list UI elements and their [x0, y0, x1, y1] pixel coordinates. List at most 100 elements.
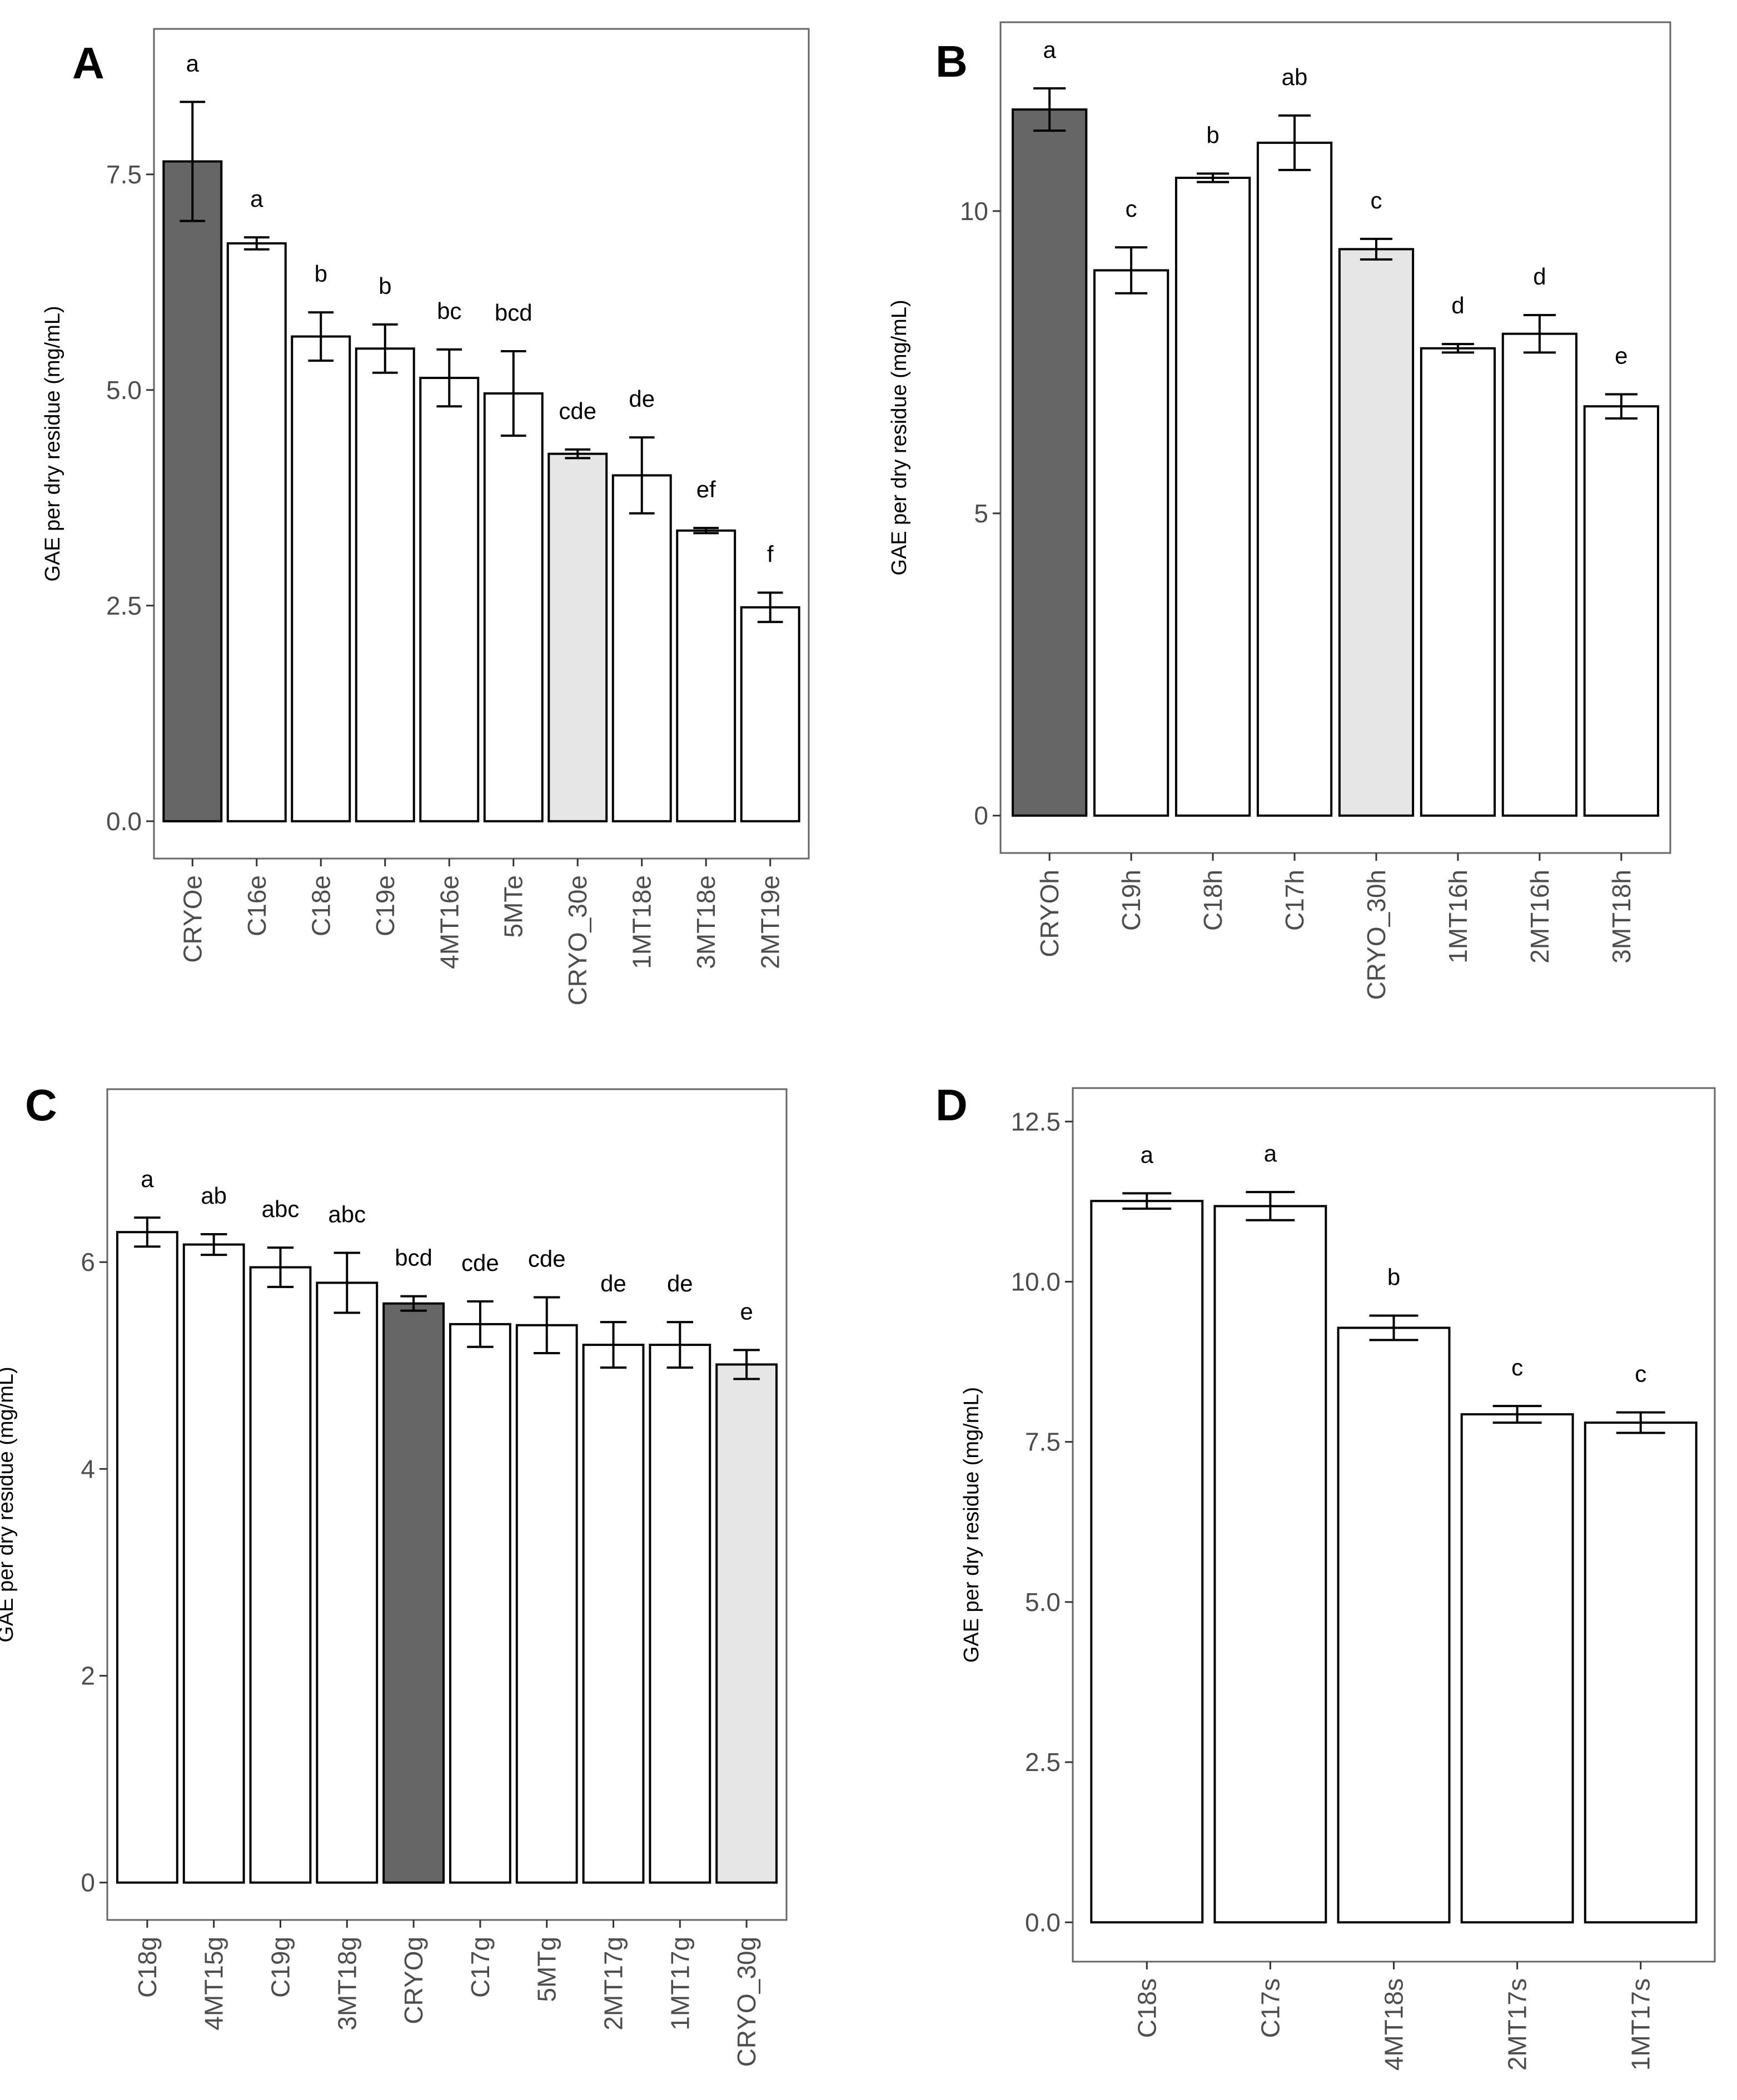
significance-label: d: [1533, 263, 1546, 290]
y-tick-label: 6: [81, 1248, 95, 1276]
x-tick-label: CRYO_30g: [732, 1937, 761, 2067]
significance-label: ef: [696, 476, 716, 502]
x-tick-label: C19h: [1117, 870, 1146, 931]
bar: [740, 606, 800, 822]
significance-label: ab: [201, 1183, 227, 1209]
significance-label: b: [1206, 122, 1219, 148]
y-tick-label: 7.5: [106, 160, 142, 189]
significance-label: a: [250, 186, 263, 212]
y-tick-label: 5.0: [106, 376, 142, 405]
x-tick-label: C18h: [1198, 870, 1227, 931]
significance-label: cde: [559, 398, 596, 424]
x-tick-label: C18e: [306, 875, 335, 936]
bar: [226, 242, 287, 822]
panel-letter: C: [25, 1080, 57, 1130]
x-tick-label: C18g: [133, 1937, 162, 1998]
significance-label: bcd: [495, 300, 532, 326]
panel-letter: B: [935, 37, 968, 86]
significance-label: a: [1043, 37, 1056, 63]
x-tick-label: C17h: [1280, 870, 1309, 931]
chart-b: 0 5 10 GAE per dry residue (mg/mL) a CRYOh c C1…: [888, 21, 1671, 1000]
bar: [1213, 1205, 1327, 1924]
bar: [382, 1302, 445, 1884]
y-tick-label: 2: [81, 1662, 95, 1690]
y-axis-label: GAE per dry residue (mg/mL): [0, 1366, 18, 1642]
y-tick-label: 10: [960, 197, 988, 226]
x-tick-label: 3MT18e: [691, 875, 720, 969]
y-axis-label: GAE per dry residue (mg/mL): [960, 1387, 983, 1663]
y-axis-label: GAE per dry residue (mg/mL): [888, 300, 911, 575]
x-tick-label: 2MT17s: [1503, 1978, 1532, 2071]
significance-label: de: [667, 1270, 693, 1296]
x-tick-label: 3MT18h: [1607, 870, 1636, 964]
significance-label: b: [315, 261, 327, 287]
bar: [355, 347, 415, 822]
bar: [1501, 332, 1578, 817]
significance-label: e: [740, 1298, 753, 1324]
x-tick-label: CRYO_30h: [1362, 870, 1391, 1000]
bar: [316, 1281, 379, 1884]
bar: [162, 160, 223, 822]
bar: [676, 529, 736, 822]
y-axis-label: GAE per dry residue (mg/mL): [41, 306, 64, 581]
x-tick-label: 5MTe: [499, 875, 528, 937]
x-tick-label: C17g: [466, 1937, 495, 1998]
panel-letter: A: [72, 38, 104, 88]
significance-label: ab: [1282, 64, 1308, 90]
x-tick-label: C18s: [1132, 1978, 1161, 2038]
bar: [1584, 1421, 1698, 1924]
bar: [1090, 1200, 1204, 1924]
bar: [1420, 347, 1496, 817]
x-tick-label: 1MT17g: [665, 1937, 694, 2031]
significance-label: a: [1264, 1140, 1277, 1166]
y-tick-label: 0.0: [106, 807, 142, 836]
significance-label: a: [186, 50, 200, 76]
bar: [182, 1243, 245, 1884]
bar: [116, 1231, 178, 1884]
significance-label: c: [1370, 187, 1382, 213]
significance-label: d: [1451, 292, 1464, 318]
significance-label: bc: [437, 298, 461, 324]
significance-label: e: [1615, 342, 1627, 368]
x-tick-label: CRYOg: [399, 1937, 428, 2024]
x-tick-label: 2MT16h: [1525, 870, 1554, 964]
y-tick-label: 5: [974, 499, 988, 528]
bar: [449, 1323, 511, 1884]
plot-frame: [999, 21, 1671, 854]
panel-b: B 0 5 10 GAE per dry residue (mg/mL) a CRYOh c…: [888, 21, 1671, 1000]
plot-frame: [153, 28, 810, 860]
y-tick-label: 12.5: [1011, 1107, 1061, 1136]
significance-label: de: [629, 386, 655, 412]
significance-label: c: [1126, 196, 1137, 222]
significance-label: bcd: [395, 1245, 432, 1271]
bar: [611, 474, 672, 822]
significance-label: b: [379, 273, 391, 299]
bar: [419, 377, 480, 822]
x-tick-label: 1MT17s: [1626, 1978, 1655, 2071]
x-tick-label: C17s: [1256, 1978, 1285, 2038]
significance-label: de: [600, 1270, 626, 1296]
x-tick-label: 5MTg: [532, 1937, 561, 2002]
significance-label: cde: [528, 1245, 566, 1271]
significance-label: cde: [461, 1250, 499, 1276]
y-tick-label: 0.0: [1025, 1908, 1061, 1937]
x-tick-label: 1MT18e: [628, 875, 656, 969]
x-tick-label: CRYOe: [178, 875, 207, 963]
significance-label: a: [141, 1166, 154, 1192]
y-tick-label: 0: [974, 801, 988, 830]
y-tick-label: 0: [81, 1868, 95, 1897]
bar: [483, 392, 544, 822]
y-tick-label: 4: [81, 1454, 95, 1483]
x-tick-label: 1MT16h: [1444, 870, 1472, 964]
x-tick-label: C16e: [242, 875, 271, 936]
x-tick-label: CRYOh: [1035, 870, 1064, 957]
y-tick-label: 2.5: [106, 591, 142, 620]
y-tick-label: 10.0: [1011, 1267, 1061, 1296]
x-tick-label: 4MT18s: [1380, 1978, 1408, 2071]
bar: [515, 1324, 578, 1884]
x-tick-label: 3MT18g: [332, 1937, 361, 2031]
significance-label: abc: [328, 1201, 366, 1227]
chart-a: 0.0 2.5 5.0 7.5 GAE per dry residue (mg/mL) a…: [41, 28, 810, 1005]
